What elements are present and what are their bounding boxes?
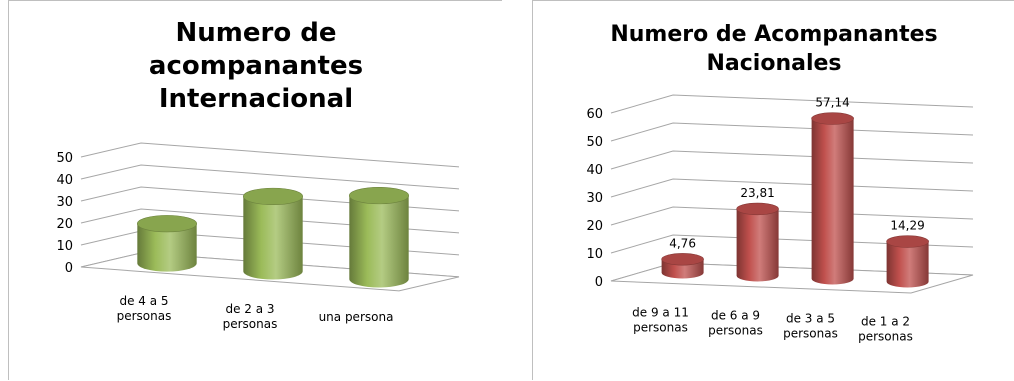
- x-category-label: de 9 a 11 personas: [632, 306, 689, 335]
- bar-top: [243, 187, 303, 206]
- y-tick-label: 30: [586, 191, 603, 206]
- y-tick-label: 30: [56, 195, 73, 210]
- chart-title-line: acompanantes: [149, 51, 363, 81]
- y-tick-label: 20: [56, 217, 73, 232]
- bar: [137, 215, 197, 272]
- bar-top: [811, 112, 854, 125]
- bar-top: [349, 186, 409, 205]
- gridline: [80, 142, 460, 168]
- y-tick-label: 50: [56, 151, 73, 166]
- chart-title-line: Internacional: [159, 84, 353, 114]
- x-category-label: de 6 a 9 personas: [708, 309, 763, 338]
- gridline: [610, 234, 974, 254]
- y-tick-label: 0: [595, 275, 603, 290]
- chart-panel-international: Numero de acompanantes Internacional 0 10 20 3…: [8, 0, 502, 380]
- data-label: 23,81: [740, 186, 774, 200]
- y-tick-label: 10: [586, 247, 603, 262]
- bar-body: [243, 196, 303, 280]
- gridline: [610, 94, 974, 114]
- y-tick-label: 60: [586, 107, 603, 122]
- data-label: 57,14: [815, 96, 849, 110]
- x-category-label: de 1 a 2 personas: [858, 315, 913, 344]
- bar: [886, 235, 929, 288]
- gridline: [80, 164, 460, 190]
- chart-title-line: Nacionales: [706, 51, 841, 76]
- bar-body: [349, 195, 409, 288]
- data-label: 14,29: [890, 219, 924, 233]
- y-tick-label: 0: [65, 261, 73, 276]
- bar-body: [811, 118, 854, 285]
- bar-body: [736, 208, 779, 282]
- bar-body: [137, 223, 197, 272]
- bar: [661, 253, 704, 279]
- chart-panel-national: Numero de Acompanantes Nacionales 0 10 20 30 4…: [532, 0, 1014, 380]
- bar-top: [736, 202, 779, 216]
- bar: [349, 186, 409, 288]
- chart-title-line: Numero de Acompanantes: [610, 22, 937, 47]
- x-category-label: de 3 a 5 personas: [783, 312, 838, 341]
- y-tick-label: 20: [586, 219, 603, 234]
- bar-body: [886, 241, 929, 288]
- x-category-label: una persona: [319, 310, 394, 324]
- chart-title-line: Numero de: [176, 18, 337, 48]
- gridline: [610, 122, 974, 142]
- data-label: 4,76: [669, 236, 696, 250]
- bar-top: [137, 215, 197, 233]
- gridline: [610, 206, 974, 226]
- bar-top: [886, 235, 929, 248]
- gridline: [610, 150, 974, 170]
- x-category-label: de 2 a 3 personas: [223, 302, 278, 331]
- y-tick-label: 40: [586, 163, 603, 178]
- bar: [243, 187, 303, 280]
- x-category-label: de 4 a 5 personas: [117, 294, 172, 323]
- y-tick-label: 10: [56, 239, 73, 254]
- y-tick-label: 40: [56, 173, 73, 188]
- bar-top: [661, 253, 704, 266]
- bar: [811, 112, 854, 285]
- national-chart-svg: Numero de Acompanantes Nacionales 0 10 20 30 4…: [586, 22, 974, 344]
- gridline: [610, 178, 974, 198]
- bar: [736, 202, 779, 282]
- y-tick-label: 50: [586, 135, 603, 150]
